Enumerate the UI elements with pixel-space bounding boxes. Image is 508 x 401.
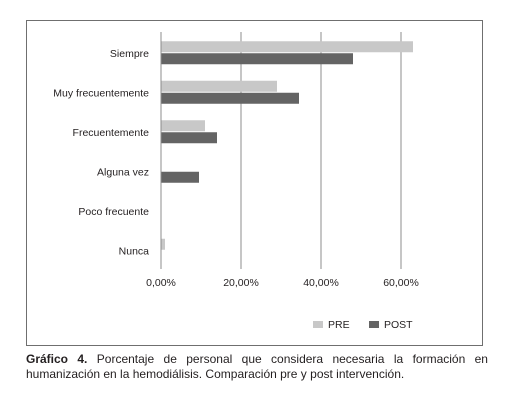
bar-post (161, 171, 199, 183)
bar-chart: Siempre Muy frecuentemente Frecuentemente A… (53, 32, 419, 331)
category-label: Nunca (119, 245, 150, 257)
category-label: Muy frecuentemente (53, 87, 149, 99)
x-tick-label: 20,00% (223, 277, 259, 289)
category-label: Alguna vez (97, 166, 149, 178)
caption-number: Gráfico 4. (26, 352, 88, 366)
caption-text: Porcentaje de personal que considera nec… (26, 352, 488, 381)
bar-pre (161, 120, 205, 132)
category-label: Poco frecuente (78, 206, 149, 218)
bar-pre (161, 80, 277, 92)
bar-post (161, 132, 217, 144)
legend-swatch-post (369, 321, 379, 328)
chart-frame: Siempre Muy frecuentemente Frecuentemente A… (26, 20, 483, 346)
x-tick-label: 40,00% (303, 277, 339, 289)
x-tick-label: 60,00% (383, 277, 419, 289)
bar-post (161, 53, 353, 65)
category-label: Frecuentemente (73, 127, 150, 139)
bar-pre (161, 41, 413, 53)
figure-caption: Gráfico 4. Porcentaje de personal que co… (26, 352, 488, 382)
legend-label-post: POST (384, 319, 413, 331)
bar-pre (161, 238, 165, 250)
bar-post (161, 92, 299, 104)
legend-label-pre: PRE (328, 319, 350, 331)
category-label: Siempre (110, 48, 149, 60)
legend-swatch-pre (313, 321, 323, 328)
x-tick-label: 0,00% (146, 277, 176, 289)
